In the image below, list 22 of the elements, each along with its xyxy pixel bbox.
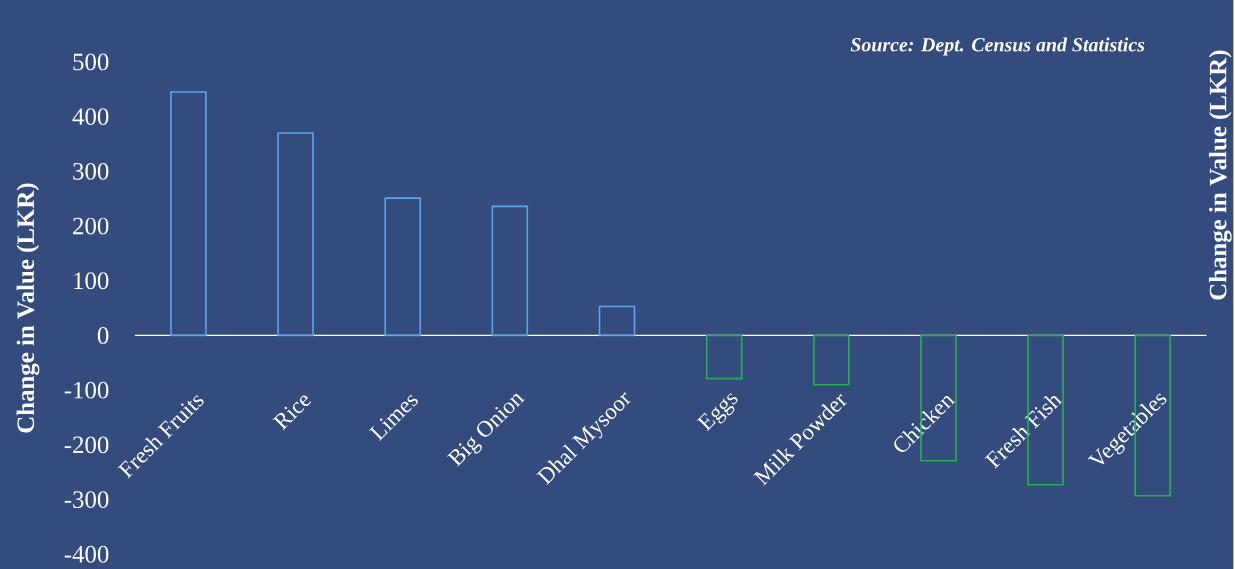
y-tick-label: 400 (72, 108, 109, 125)
y-tick-label: 300 (73, 162, 109, 180)
bar (598, 305, 636, 337)
bar (491, 205, 529, 337)
y-tick-label: 500 (73, 53, 109, 71)
bar (384, 197, 421, 337)
y-tick-label: -300 (64, 491, 109, 508)
y-axis-title: Change in Value (LKR) (16, 183, 40, 433)
bar (277, 132, 314, 337)
x-tick-label: Rice (272, 395, 312, 431)
y2-axis-title: Change in Value (LKR) (1208, 50, 1232, 300)
y-tick-label: 200 (73, 217, 109, 235)
y-tick-label: -100 (64, 381, 109, 399)
source-note: Source: Dept. Census and Statistics (850, 37, 1145, 56)
y-tick-label: 0 (97, 326, 109, 344)
bar (170, 91, 207, 337)
y-tick-label: 100 (74, 272, 109, 290)
y-tick-label: -400 (64, 545, 109, 563)
bar (813, 334, 850, 386)
bar (705, 334, 743, 380)
x-tick-label: Eggs (696, 393, 738, 432)
y-tick-label: -200 (64, 436, 109, 454)
